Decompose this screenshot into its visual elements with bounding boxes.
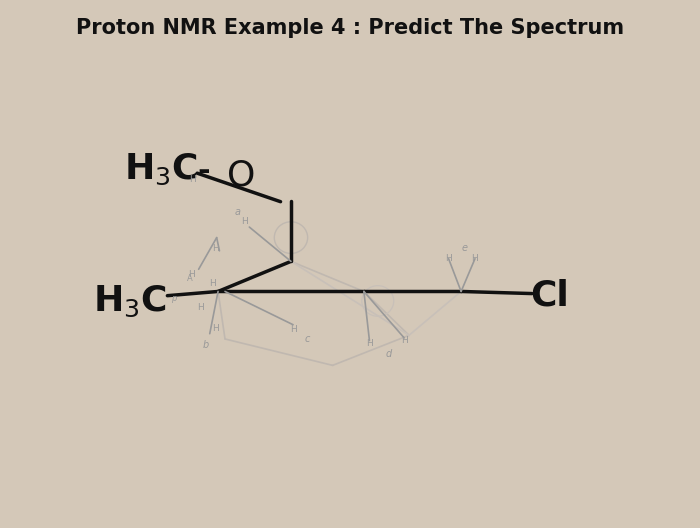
Text: d: d [385,349,391,359]
Text: H: H [213,324,219,333]
Text: -: - [198,157,211,186]
Text: H: H [241,217,248,227]
Text: H$_3$C: H$_3$C [93,284,167,318]
Text: a: a [234,208,241,217]
Text: Proton NMR Example 4 : Predict The Spectrum: Proton NMR Example 4 : Predict The Spect… [76,18,624,39]
Text: H: H [197,303,204,312]
Text: H: H [209,279,216,288]
Text: c: c [304,334,309,344]
Text: O: O [227,158,256,192]
Text: H$_3$C: H$_3$C [125,152,198,186]
Text: H: H [290,325,296,335]
Text: e: e [461,243,468,253]
Text: H: H [188,270,195,279]
Text: A: A [188,274,193,283]
Text: H: H [189,175,196,184]
Text: H: H [445,254,452,263]
Text: p: p [171,294,176,303]
Text: H: H [472,254,478,263]
Text: H: H [401,336,407,345]
Text: b: b [203,340,209,350]
Text: H: H [213,243,219,253]
Text: Cl: Cl [531,279,569,313]
Text: H: H [366,338,373,348]
